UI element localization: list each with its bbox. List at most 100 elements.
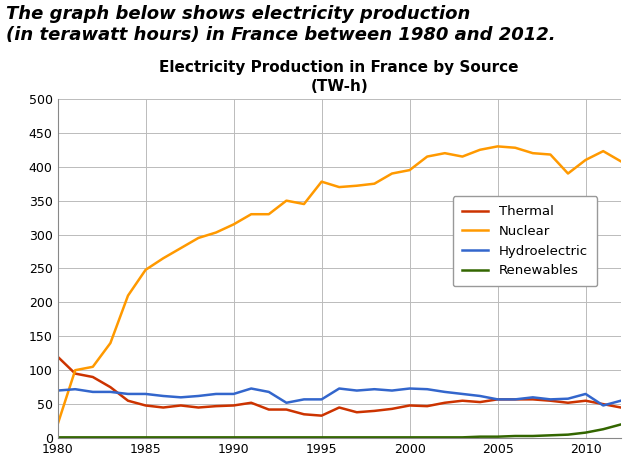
- Nuclear: [476, 147, 484, 153]
- Thermal: [212, 403, 220, 409]
- Renewables: [600, 426, 607, 432]
- Nuclear: [317, 179, 325, 185]
- Renewables: [195, 435, 202, 440]
- Hydroelectric: [476, 393, 484, 399]
- Nuclear: [195, 235, 202, 241]
- Thermal: [564, 400, 572, 406]
- Hydroelectric: [424, 386, 431, 392]
- Thermal: [72, 371, 79, 376]
- Thermal: [406, 403, 413, 408]
- Renewables: [511, 433, 519, 439]
- Hydroelectric: [54, 388, 61, 393]
- Nuclear: [547, 152, 554, 157]
- Thermal: [511, 397, 519, 402]
- Hydroelectric: [265, 389, 273, 395]
- Thermal: [248, 400, 255, 406]
- Renewables: [265, 435, 273, 440]
- Thermal: [89, 374, 97, 380]
- Hydroelectric: [406, 386, 413, 391]
- Thermal: [195, 405, 202, 410]
- Thermal: [159, 405, 167, 410]
- Hydroelectric: [107, 389, 115, 395]
- Renewables: [617, 422, 625, 427]
- Thermal: [547, 398, 554, 404]
- Nuclear: [177, 245, 185, 251]
- Line: Thermal: Thermal: [58, 357, 621, 415]
- Hydroelectric: [72, 386, 79, 392]
- Renewables: [335, 435, 343, 440]
- Hydroelectric: [459, 391, 467, 397]
- Renewables: [406, 435, 413, 440]
- Thermal: [582, 398, 589, 404]
- Hydroelectric: [159, 393, 167, 399]
- Hydroelectric: [353, 388, 361, 393]
- Hydroelectric: [230, 391, 237, 397]
- Line: Renewables: Renewables: [58, 424, 621, 438]
- Thermal: [335, 405, 343, 410]
- Nuclear: [54, 422, 61, 427]
- Hydroelectric: [441, 389, 449, 395]
- Thermal: [476, 399, 484, 405]
- Nuclear: [72, 367, 79, 373]
- Thermal: [317, 413, 325, 418]
- Hydroelectric: [617, 398, 625, 404]
- Thermal: [529, 397, 537, 402]
- Renewables: [141, 435, 149, 440]
- Hydroelectric: [124, 391, 132, 397]
- Renewables: [582, 430, 589, 435]
- Renewables: [459, 435, 467, 440]
- Thermal: [265, 407, 273, 413]
- Thermal: [424, 403, 431, 409]
- Nuclear: [212, 230, 220, 236]
- Nuclear: [406, 167, 413, 173]
- Nuclear: [353, 183, 361, 188]
- Hydroelectric: [335, 386, 343, 391]
- Renewables: [564, 432, 572, 438]
- Renewables: [124, 435, 132, 440]
- Renewables: [89, 435, 97, 440]
- Nuclear: [617, 158, 625, 164]
- Renewables: [248, 435, 255, 440]
- Nuclear: [511, 145, 519, 151]
- Nuclear: [529, 150, 537, 156]
- Nuclear: [248, 211, 255, 217]
- Nuclear: [159, 255, 167, 261]
- Thermal: [371, 408, 378, 414]
- Thermal: [124, 398, 132, 404]
- Thermal: [54, 354, 61, 359]
- Hydroelectric: [89, 389, 97, 395]
- Hydroelectric: [300, 397, 308, 402]
- Thermal: [353, 409, 361, 415]
- Hydroelectric: [283, 400, 291, 406]
- Nuclear: [371, 181, 378, 187]
- Legend: Thermal, Nuclear, Hydroelectric, Renewables: Thermal, Nuclear, Hydroelectric, Renewab…: [452, 196, 597, 286]
- Hydroelectric: [212, 391, 220, 397]
- Nuclear: [441, 150, 449, 156]
- Nuclear: [424, 154, 431, 159]
- Thermal: [177, 403, 185, 408]
- Thermal: [600, 401, 607, 407]
- Renewables: [107, 435, 115, 440]
- Renewables: [424, 435, 431, 440]
- Hydroelectric: [511, 397, 519, 402]
- Nuclear: [283, 198, 291, 203]
- Renewables: [388, 435, 396, 440]
- Renewables: [529, 433, 537, 439]
- Renewables: [159, 435, 167, 440]
- Renewables: [230, 435, 237, 440]
- Nuclear: [582, 157, 589, 163]
- Hydroelectric: [493, 397, 501, 402]
- Title: Electricity Production in France by Source
(TW-h): Electricity Production in France by Sour…: [159, 60, 519, 94]
- Renewables: [177, 435, 185, 440]
- Thermal: [459, 398, 467, 404]
- Hydroelectric: [529, 395, 537, 400]
- Nuclear: [459, 154, 467, 159]
- Hydroelectric: [547, 397, 554, 402]
- Text: The graph below shows electricity production
(in terawatt hours) in France betwe: The graph below shows electricity produc…: [6, 5, 556, 44]
- Nuclear: [335, 184, 343, 190]
- Thermal: [388, 406, 396, 412]
- Renewables: [441, 435, 449, 440]
- Thermal: [617, 405, 625, 410]
- Renewables: [353, 435, 361, 440]
- Hydroelectric: [582, 391, 589, 397]
